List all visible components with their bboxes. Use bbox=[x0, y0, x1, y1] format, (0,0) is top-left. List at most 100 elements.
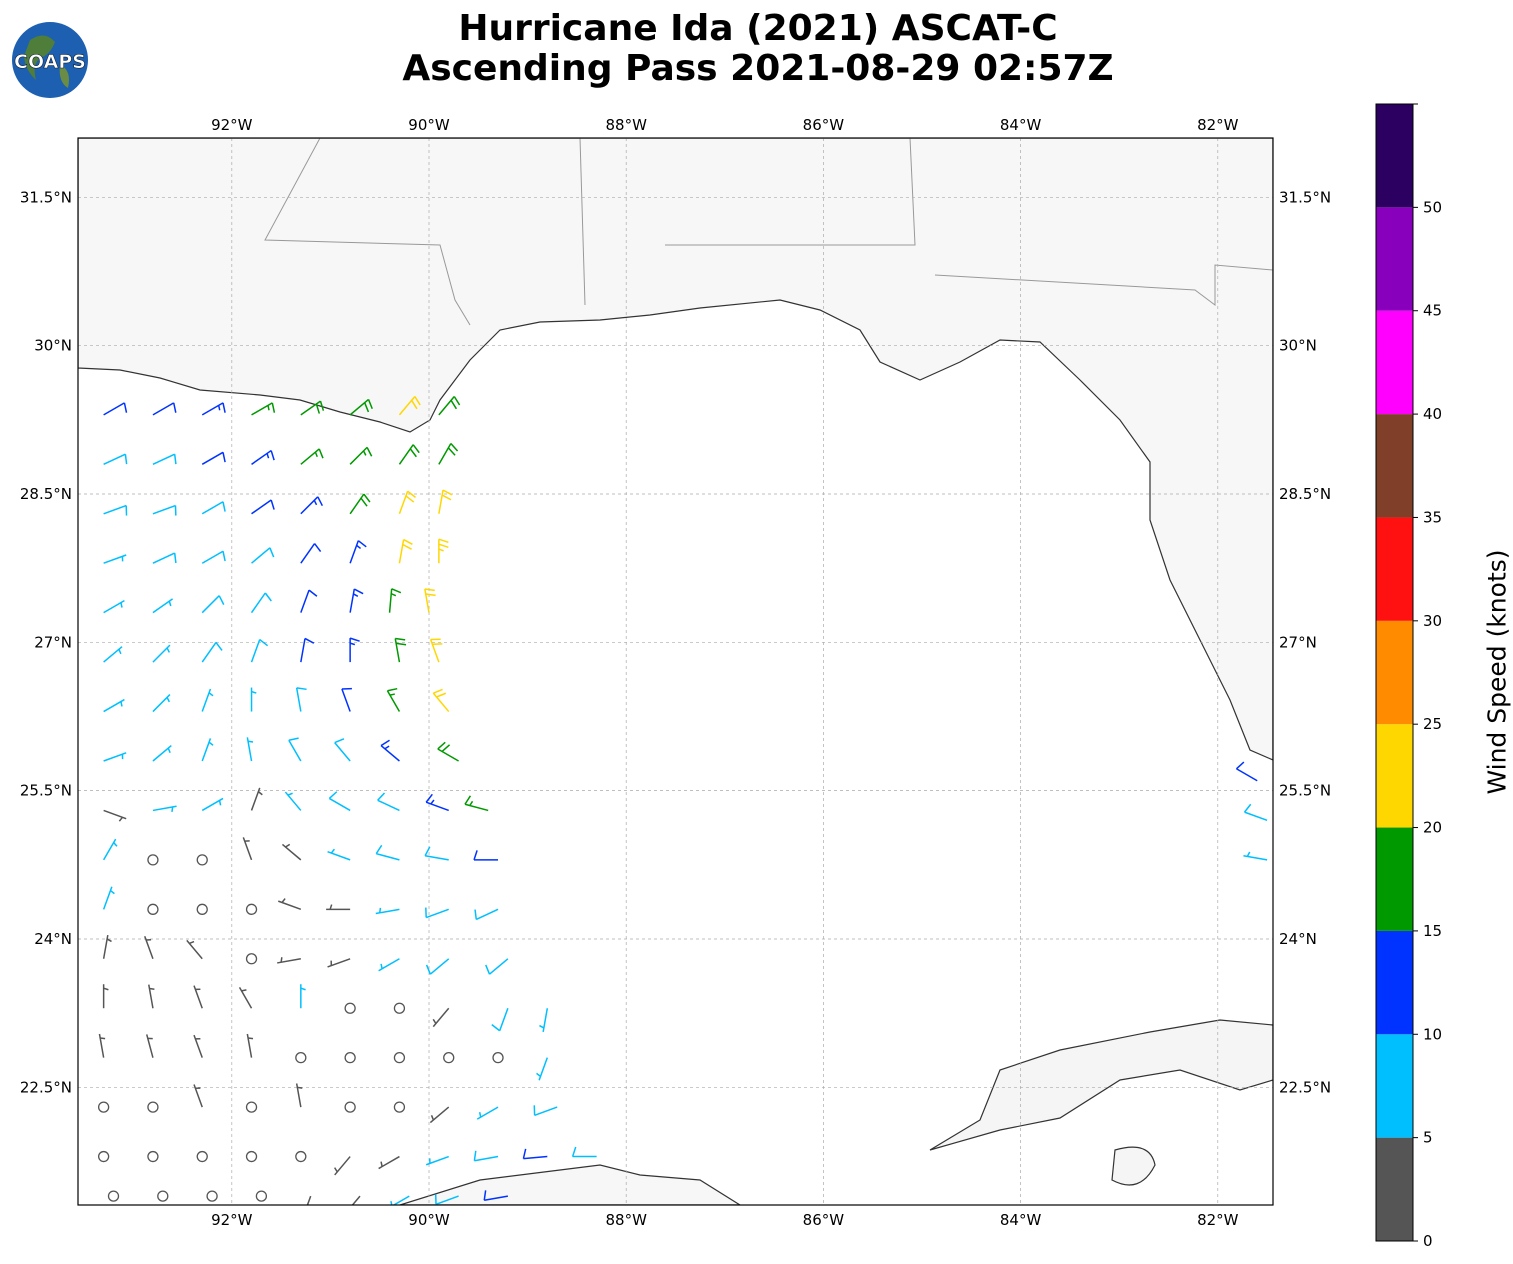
barb-half bbox=[344, 1207, 347, 1211]
barb-full bbox=[464, 795, 472, 805]
colorbar-tick-label: 40 bbox=[1423, 405, 1442, 423]
barb-full bbox=[172, 402, 177, 413]
barb-half bbox=[208, 741, 214, 746]
barb-full bbox=[447, 447, 456, 456]
barb-full bbox=[222, 501, 226, 512]
barb-full bbox=[1235, 761, 1245, 770]
wind-barb bbox=[250, 687, 257, 712]
wind-barb bbox=[474, 908, 499, 921]
lat-tick-label-left: 25.5°N bbox=[20, 782, 72, 800]
barb-half bbox=[314, 451, 318, 458]
barb-full bbox=[367, 399, 373, 410]
barb-staff bbox=[152, 453, 176, 466]
barb-half bbox=[389, 693, 395, 696]
barb-half bbox=[167, 747, 171, 754]
wind-barb bbox=[429, 1106, 450, 1124]
wind-barb bbox=[102, 886, 115, 910]
wind-barb bbox=[432, 1007, 450, 1028]
calm-circle bbox=[295, 1150, 307, 1163]
barb-staff bbox=[251, 402, 273, 416]
barb-full bbox=[453, 396, 461, 406]
barb-half bbox=[281, 898, 286, 903]
barb-staff bbox=[201, 550, 224, 564]
barb-staff bbox=[425, 908, 449, 919]
wind-barb bbox=[425, 1155, 449, 1166]
barb-staff bbox=[498, 1007, 509, 1032]
barb-half bbox=[297, 1086, 303, 1089]
wind-barb bbox=[103, 698, 125, 713]
barb-staff bbox=[334, 742, 351, 762]
wind-barb bbox=[201, 688, 214, 712]
barb-full bbox=[473, 1150, 477, 1161]
calm-circle bbox=[147, 903, 159, 915]
lat-tick-label-right: 22.5°N bbox=[1279, 1078, 1331, 1096]
wind-barb bbox=[152, 453, 177, 466]
wind-barb bbox=[102, 935, 112, 959]
wind-barb bbox=[295, 687, 307, 712]
barb-full bbox=[264, 592, 272, 602]
barb-full bbox=[441, 494, 452, 501]
barb-full bbox=[473, 850, 478, 861]
colorbar-tick-label: 50 bbox=[1423, 198, 1442, 216]
wind-barb bbox=[375, 844, 400, 861]
wind-barb bbox=[473, 850, 499, 861]
wind-barb bbox=[1243, 851, 1268, 861]
wind-barb bbox=[390, 1195, 410, 1205]
barb-full bbox=[363, 493, 371, 503]
barb-full bbox=[304, 637, 315, 644]
calm-circle bbox=[344, 1052, 356, 1064]
barb-full bbox=[474, 909, 478, 920]
barb-staff bbox=[251, 499, 272, 515]
colorbar-segment bbox=[1376, 1137, 1413, 1241]
barb-staff bbox=[288, 739, 302, 762]
wind-barb bbox=[326, 904, 351, 911]
barb-full bbox=[222, 402, 226, 413]
barb-full bbox=[414, 396, 421, 406]
wind-barb bbox=[539, 1008, 549, 1032]
barb-full bbox=[357, 540, 367, 548]
calm-circle bbox=[344, 1002, 356, 1014]
colorbar-tick-label: 45 bbox=[1423, 302, 1442, 320]
wind-barb bbox=[377, 792, 400, 812]
barb-half bbox=[241, 989, 247, 992]
barb-full bbox=[270, 499, 275, 510]
wind-barb bbox=[398, 444, 420, 465]
barb-full bbox=[571, 1146, 577, 1157]
wind-barb bbox=[485, 958, 509, 975]
wind-barb bbox=[152, 694, 171, 713]
lat-tick-label-left: 30°N bbox=[34, 337, 72, 355]
wind-barb bbox=[246, 737, 254, 762]
barb-full bbox=[391, 588, 402, 594]
barb-staff bbox=[489, 958, 509, 975]
barb-staff bbox=[349, 398, 369, 416]
lon-tick-label-top: 92°W bbox=[211, 116, 253, 134]
calm-circle bbox=[295, 1052, 307, 1064]
calm-circle bbox=[196, 1150, 208, 1163]
colorbar-segment bbox=[1376, 827, 1413, 931]
barb-half bbox=[432, 1018, 437, 1024]
wind-barb bbox=[378, 1155, 400, 1170]
wind-barb bbox=[306, 1195, 312, 1205]
lon-tick-label-top: 86°W bbox=[803, 116, 845, 134]
barb-staff bbox=[1243, 854, 1268, 861]
wind-barb bbox=[103, 646, 123, 663]
calm-circle bbox=[393, 1101, 406, 1113]
wind-barb bbox=[300, 496, 324, 515]
wind-barb bbox=[536, 1057, 549, 1081]
wind-barb bbox=[152, 644, 171, 663]
barb-staff bbox=[1244, 811, 1268, 822]
barb-half bbox=[390, 1201, 393, 1205]
barb-full bbox=[425, 793, 433, 803]
wind-barb bbox=[201, 451, 226, 465]
wind-barb bbox=[349, 493, 371, 515]
wind-barb bbox=[388, 588, 402, 613]
lat-tick-label-right: 28.5°N bbox=[1279, 485, 1331, 503]
barb-half bbox=[329, 904, 333, 910]
barb-staff bbox=[201, 595, 220, 614]
barb-half bbox=[257, 791, 263, 796]
barb-full bbox=[318, 448, 324, 459]
barb-full bbox=[269, 547, 275, 558]
wind-barb bbox=[103, 504, 128, 516]
title-line-1: Hurricane Ida (2021) ASCAT-C bbox=[458, 8, 1058, 49]
barb-full bbox=[436, 692, 447, 698]
